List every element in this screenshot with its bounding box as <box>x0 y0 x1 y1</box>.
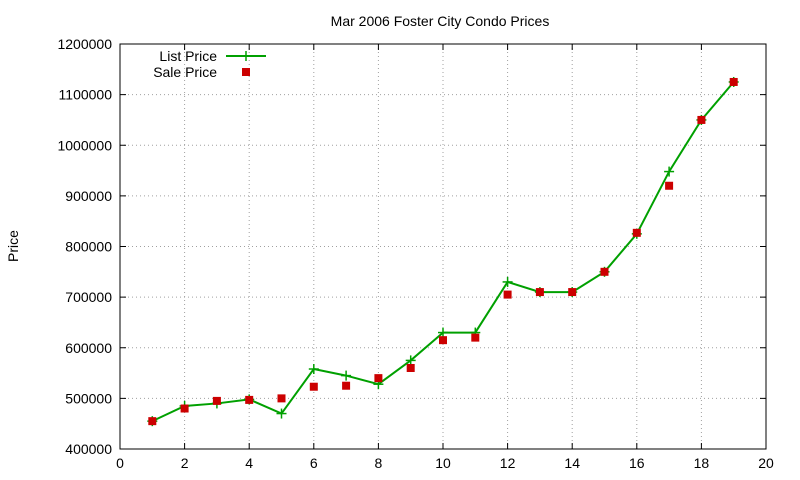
x-tick-label: 8 <box>375 455 383 471</box>
legend-marker <box>241 51 251 61</box>
x-tick-label: 2 <box>181 455 189 471</box>
y-tick-label: 1000000 <box>57 137 112 153</box>
data-point <box>308 364 319 375</box>
x-tick-label: 18 <box>694 455 710 471</box>
data-point <box>535 288 544 297</box>
x-tick-label: 16 <box>629 455 645 471</box>
grid-lines <box>120 44 766 449</box>
data-point <box>341 370 352 381</box>
data-point <box>471 333 480 342</box>
x-tick-label: 14 <box>564 455 580 471</box>
axes: 0 2 4 6 8 10 12 14 16 18 20 400000 500000 600000 70000… <box>57 36 774 471</box>
data-point <box>729 77 738 86</box>
legend-label: Sale Price <box>153 64 217 80</box>
data-point <box>502 276 513 287</box>
data-point <box>342 381 351 390</box>
data-point <box>503 290 512 299</box>
data-point <box>697 115 706 124</box>
y-tick-label: 800000 <box>65 239 112 255</box>
series-0 <box>147 76 739 427</box>
data-point <box>148 417 157 426</box>
y-tick-label: 1200000 <box>57 36 112 52</box>
data-point <box>374 374 383 383</box>
x-tick-label: 20 <box>758 455 774 471</box>
data-point <box>439 336 447 345</box>
data-point <box>245 395 254 404</box>
y-tick-label: 400000 <box>65 441 112 457</box>
data-point <box>276 408 287 419</box>
data-point <box>600 267 609 276</box>
data-point <box>405 355 416 366</box>
x-tick-label: 6 <box>310 455 318 471</box>
chart-title: Mar 2006 Foster City Condo Prices <box>331 13 550 29</box>
data-point <box>309 382 318 391</box>
x-tick-label: 10 <box>435 455 451 471</box>
data-point <box>406 364 415 372</box>
data-point <box>212 396 221 405</box>
data-point <box>664 166 675 177</box>
x-tick-label: 4 <box>245 455 253 471</box>
y-tick-label: 500000 <box>65 390 112 406</box>
legend-label: List Price <box>159 48 217 64</box>
y-tick-label: 600000 <box>65 340 112 356</box>
x-tick-label: 12 <box>500 455 516 471</box>
data-point <box>632 228 641 237</box>
y-tick-label: 1100000 <box>59 87 113 103</box>
data-point <box>568 288 577 297</box>
data-point <box>438 327 448 338</box>
data-point <box>277 394 286 403</box>
data-point <box>665 181 674 190</box>
legend-marker <box>242 68 250 76</box>
x-tick-label: 0 <box>116 455 124 471</box>
series-1 <box>148 77 738 426</box>
y-tick-label: 700000 <box>65 289 112 305</box>
y-axis-label: Price <box>5 230 21 262</box>
data-point <box>180 404 189 413</box>
data-series <box>147 76 739 427</box>
y-tick-label: 900000 <box>65 188 112 204</box>
